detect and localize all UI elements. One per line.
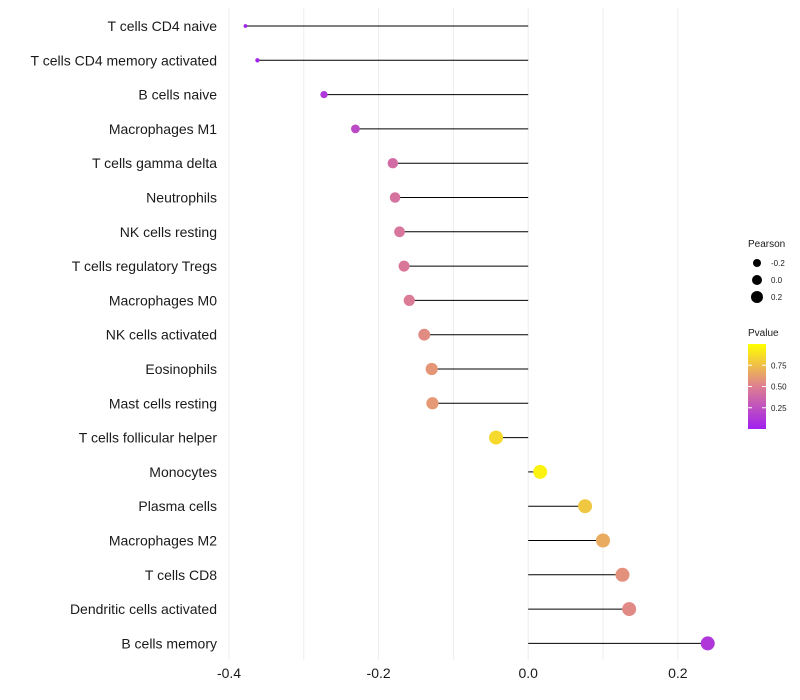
lollipop-point: [351, 124, 360, 134]
category-label: B cells naive: [138, 87, 217, 103]
colorbar-tick-label: 0.25: [771, 404, 787, 413]
x-axis-ticks: -0.4 -0.2 0.0 0.2: [217, 665, 688, 681]
category-labels: T cells CD4 naive T cells CD4 memory acti…: [31, 18, 218, 651]
lollipop-stems: [245, 25, 708, 644]
lollipop-point: [489, 430, 504, 445]
category-label: Eosinophils: [145, 361, 217, 377]
category-label: Macrophages M1: [109, 121, 217, 137]
lollipop-point: [243, 24, 248, 28]
category-label: Monocytes: [149, 464, 217, 480]
category-label: Mast cells resting: [109, 395, 217, 411]
x-tick-label: -0.2: [367, 665, 391, 681]
category-label: Macrophages M0: [109, 292, 217, 308]
lollipop-point: [403, 294, 415, 306]
colorbar-tick-label: 0.75: [771, 361, 787, 370]
lollipop-point: [426, 397, 439, 410]
lollipop-point: [615, 567, 630, 582]
category-label: T cells CD4 naive: [108, 18, 218, 34]
lollipop-point: [425, 362, 438, 376]
lollipop-point: [418, 328, 431, 341]
legend-color-title: Pvalue: [748, 328, 779, 339]
size-legend-keys: -0.2 0.0 0.2: [751, 259, 785, 303]
lollipop-point: [398, 260, 410, 272]
size-legend-label: 0.2: [771, 293, 783, 302]
x-tick-label: 0.0: [518, 665, 538, 681]
x-tick-label: 0.2: [668, 665, 688, 681]
size-legend-dot: [752, 275, 762, 285]
lollipop-point: [387, 157, 399, 169]
pvalue-colorbar: [748, 344, 766, 429]
size-legend-label: 0.0: [771, 276, 783, 285]
lollipop-point: [596, 533, 610, 548]
lollipop-point: [578, 499, 593, 514]
lollipop-point: [394, 226, 405, 238]
category-label: Dendritic cells activated: [70, 601, 217, 617]
size-legend-label: -0.2: [771, 259, 785, 268]
color-legend-ticks: 0.25 0.50 0.75: [748, 361, 787, 413]
category-label: T cells gamma delta: [92, 155, 217, 171]
size-legend-dot: [753, 259, 761, 267]
category-label: T cells regulatory Tregs: [72, 258, 217, 274]
grid-lines: [228, 8, 679, 660]
lollipop-point: [700, 636, 715, 651]
category-label: B cells memory: [121, 635, 217, 651]
category-label: Plasma cells: [138, 498, 217, 514]
category-label: T cells CD8: [145, 567, 217, 583]
category-label: T cells follicular helper: [79, 430, 218, 446]
lollipop-point: [255, 58, 260, 63]
size-legend-dot: [751, 291, 763, 303]
legend: Pearson -0.2 0.0 0.2 Pvalue 0.25 0.50 0.75: [748, 239, 787, 429]
category-label: NK cells resting: [120, 224, 217, 240]
colorbar-tick-label: 0.50: [771, 383, 787, 392]
lollipop-point: [320, 90, 328, 99]
lollipop-points: [243, 24, 715, 651]
x-tick-label: -0.4: [217, 665, 241, 681]
category-label: T cells CD4 memory activated: [31, 52, 217, 68]
lollipop-point: [389, 192, 401, 203]
lollipop-point: [622, 602, 637, 617]
category-label: NK cells activated: [106, 327, 217, 343]
legend-size-title: Pearson: [748, 239, 785, 250]
category-label: Macrophages M2: [109, 533, 217, 549]
category-label: Neutrophils: [146, 190, 217, 206]
lollipop-point: [533, 464, 548, 479]
